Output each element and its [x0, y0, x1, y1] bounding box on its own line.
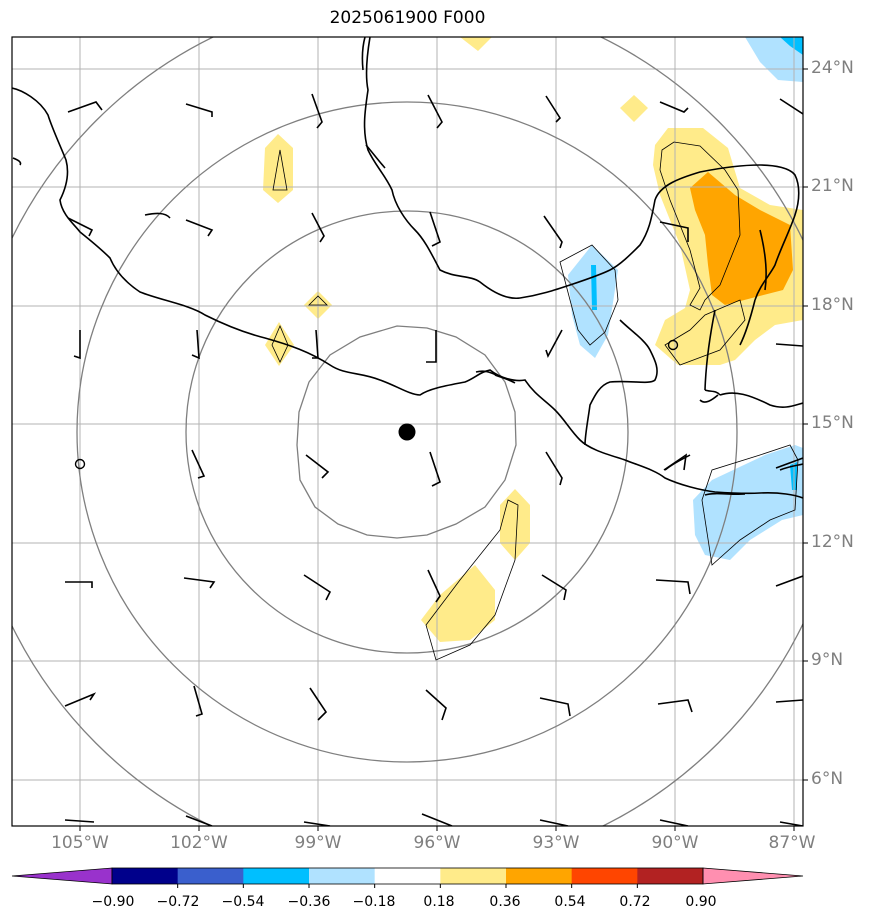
colorbar-segment [177, 868, 244, 884]
lat-label-15n: 15°N [811, 413, 854, 433]
lon-label-96w: 96°W [413, 833, 461, 853]
colorbar-segment [309, 868, 376, 884]
calm-wind-marker [74, 458, 86, 470]
storm-center-marker [398, 423, 416, 441]
lat-label-6n: 6°N [811, 769, 844, 789]
colorbar-tick-label: −0.72 [156, 894, 200, 910]
contour-lines [271, 141, 799, 661]
colorbar-extend-high [702, 867, 804, 885]
positive-anomaly-patch [265, 322, 294, 366]
colorbar-segment [571, 868, 638, 884]
map-content [12, 37, 803, 826]
lat-label-9n: 9°N [811, 650, 844, 670]
strong-positive-anomaly-patch [690, 172, 793, 305]
colorbar-tick-label: −0.36 [287, 894, 331, 910]
lon-label-99w: 99°W [294, 833, 342, 853]
negative-anomaly-patch [745, 37, 803, 82]
lat-label-24n: 24°N [811, 58, 854, 78]
coastlines [12, 37, 803, 499]
colorbar [11, 867, 804, 888]
positive-anomaly-patch [421, 565, 495, 642]
colorbar-tick-label: 0.18 [423, 894, 455, 910]
colorbar-extend-low [11, 867, 113, 885]
shaded-field [263, 37, 803, 642]
wind-barbs [64, 93, 803, 826]
lat-label-18n: 18°N [811, 295, 854, 315]
colorbar-tick-label: −0.18 [352, 894, 396, 910]
map-title: 2025061900 F000 [329, 8, 486, 28]
colorbar-segment [112, 868, 179, 884]
lon-label-102w: 102°W [170, 833, 228, 853]
positive-anomaly-patch [460, 37, 492, 51]
lat-label-21n: 21°N [811, 176, 854, 196]
distance-rings [12, 37, 803, 826]
colorbar-tick-label: 0.72 [619, 894, 651, 910]
colorbar-tick-label: −0.90 [91, 894, 135, 910]
colorbar-segment [243, 868, 310, 884]
map-frame [11, 36, 804, 827]
negative-anomaly-patch [780, 37, 803, 55]
positive-anomaly-patch [500, 489, 530, 560]
colorbar-segment [440, 868, 507, 884]
lon-label-87w: 87°W [768, 833, 816, 853]
axis-ticks [79, 68, 808, 831]
colorbar-tick-label: 0.36 [489, 894, 521, 910]
colorbar-tick-label: −0.54 [221, 894, 265, 910]
colorbar-frame [111, 867, 704, 885]
colorbar-segment [637, 868, 704, 884]
colorbar-segment [374, 868, 441, 884]
lat-label-12n: 12°N [811, 532, 854, 552]
strong-negative-anomaly-patch [591, 265, 597, 310]
negative-anomaly-patch [693, 445, 803, 560]
colorbar-segment [506, 868, 573, 884]
calm-wind-marker [667, 339, 679, 351]
positive-anomaly-patch [263, 134, 293, 203]
colorbar-tick-label: 0.90 [685, 894, 717, 910]
lon-label-93w: 93°W [532, 833, 580, 853]
colorbar-tick-label: 0.54 [554, 894, 586, 910]
lon-label-105w: 105°W [51, 833, 109, 853]
positive-anomaly-patch [620, 95, 648, 122]
lon-label-90w: 90°W [651, 833, 699, 853]
